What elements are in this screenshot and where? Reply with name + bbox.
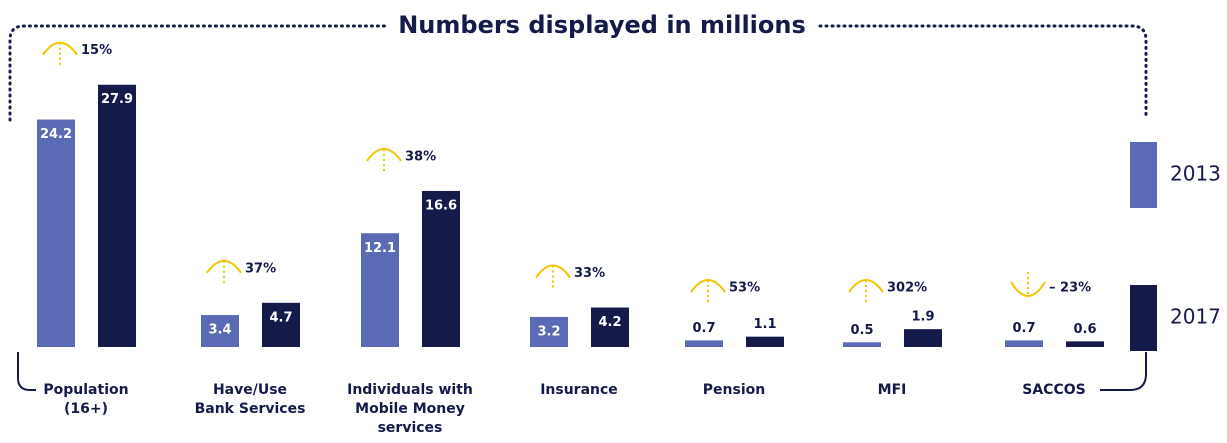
- legend-swatch: [1130, 142, 1157, 208]
- value-label: 1.1: [753, 317, 776, 332]
- category-label: Population (16+): [43, 382, 128, 417]
- value-label: 27.9: [101, 92, 133, 107]
- value-label: 0.7: [1012, 321, 1035, 336]
- category-label: Pension: [703, 382, 765, 398]
- value-label: 0.5: [850, 323, 873, 338]
- change-label: – 23%: [1049, 281, 1091, 296]
- value-label: 12.1: [364, 241, 396, 256]
- top-bracket: [8, 24, 1148, 122]
- bottom-bracket: [17, 352, 1147, 391]
- category-label: Have/Use Bank Services: [195, 382, 306, 417]
- value-label: 4.2: [598, 315, 621, 330]
- bar: [591, 307, 629, 347]
- category-label: Individuals with Mobile Money services: [347, 382, 473, 436]
- category-label: MFI: [878, 382, 907, 398]
- bar: [1066, 341, 1104, 347]
- value-label: 3.4: [208, 323, 231, 338]
- value-label: 0.7: [692, 321, 715, 336]
- change-label: 33%: [574, 266, 605, 281]
- legend-label: 2013: [1170, 162, 1221, 186]
- bar: [843, 342, 881, 347]
- category-label: SACCOS: [1022, 382, 1085, 398]
- bar: [361, 233, 399, 347]
- bar: [685, 340, 723, 347]
- change-label: 38%: [405, 149, 436, 164]
- bar: [1005, 340, 1043, 347]
- legend-swatch: [1130, 285, 1157, 351]
- value-label: 24.2: [40, 127, 72, 142]
- value-label: 1.9: [911, 310, 934, 325]
- change-label: 53%: [729, 281, 760, 296]
- bar: [422, 190, 460, 347]
- bar: [98, 84, 136, 348]
- change-arrow: [1010, 281, 1046, 297]
- bar: [904, 329, 942, 347]
- legend-label: 2017: [1170, 305, 1221, 329]
- chart-title: Numbers displayed in millions: [398, 11, 806, 39]
- bar: [746, 336, 784, 347]
- change-label: 15%: [81, 43, 112, 58]
- value-label: 4.7: [269, 310, 292, 325]
- bar: [262, 302, 300, 347]
- bar: [201, 315, 239, 347]
- bar: [530, 316, 568, 347]
- bar: [37, 119, 75, 348]
- value-label: 3.2: [537, 324, 560, 339]
- category-label: Insurance: [540, 382, 618, 398]
- change-label: 302%: [887, 281, 927, 296]
- change-label: 37%: [245, 261, 276, 276]
- value-label: 0.6: [1073, 322, 1096, 337]
- value-label: 16.6: [425, 198, 457, 213]
